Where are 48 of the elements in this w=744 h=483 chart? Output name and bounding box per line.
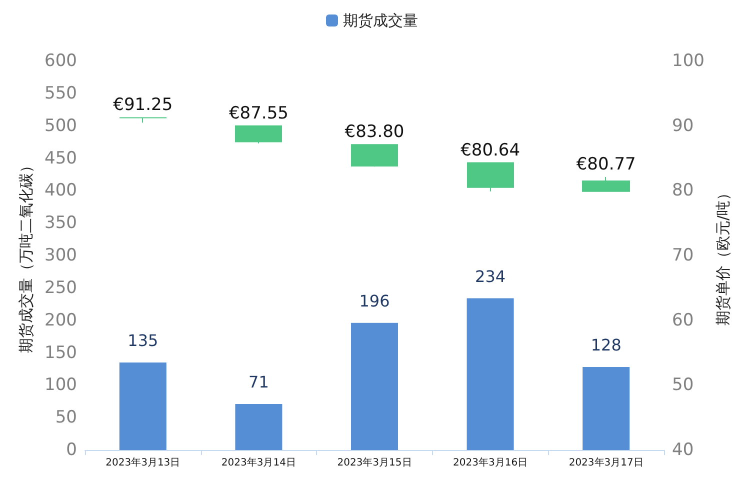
text: €83.80: [344, 122, 404, 142]
y-tick-label: 0: [66, 440, 77, 460]
candlestick: [351, 144, 398, 168]
y-tick-label: 200: [44, 310, 77, 330]
x-tick-label: 2023年3月16日: [453, 456, 528, 468]
y-tick-label: 450: [44, 148, 77, 168]
candlestick: [235, 125, 282, 144]
data-label: 135: [128, 330, 158, 350]
y-tick-label: 550: [44, 83, 77, 104]
y-tick-label: 100: [44, 375, 77, 396]
bar: [119, 362, 166, 450]
legend-label: 期货成交量: [343, 12, 418, 30]
candlestick: [467, 162, 514, 192]
candlestick: [582, 176, 630, 192]
data-label: 234: [475, 266, 506, 286]
bar: [466, 298, 514, 450]
data-label: 71: [248, 372, 269, 392]
text: €80.64: [460, 140, 520, 160]
bar: [351, 322, 398, 450]
candlestick: [119, 117, 167, 124]
y2-tick-label: 90: [672, 116, 694, 136]
x-tick-label: 2023年3月15日: [337, 456, 412, 468]
y2-tick-label: 40: [672, 440, 694, 460]
y2-tick-label: 50: [672, 375, 694, 396]
y-tick-label: 300: [44, 246, 77, 266]
x-tick-label: 2023年3月14日: [221, 456, 296, 468]
y-axis-title: 期货成交量（万吨二氧化碳）: [17, 158, 36, 353]
text: €87.55: [228, 103, 288, 124]
y-tick-label: 500: [44, 116, 77, 136]
y-tick-label: 150: [44, 342, 77, 363]
y2-tick-label: 70: [672, 246, 694, 266]
y-tick-label: 250: [44, 278, 77, 298]
y-tick-label: 600: [44, 51, 77, 71]
text: €91.25: [113, 95, 173, 116]
x-tick-label: 2023年3月17日: [568, 456, 644, 468]
y2-tick-label: 100: [672, 51, 704, 71]
data-label: 196: [359, 291, 390, 310]
x-tick-label: 2023年3月13日: [106, 456, 180, 468]
bar: [235, 404, 282, 450]
y2-axis-title: 期货单价（欧元/吨）: [714, 185, 732, 326]
y2-tick-label: 80: [672, 180, 694, 201]
y-tick-label: 400: [44, 180, 77, 201]
y-tick-label: 350: [44, 213, 77, 234]
data-label: 128: [590, 336, 622, 355]
y2-tick-label: 60: [672, 310, 694, 330]
text: €80.77: [576, 154, 636, 175]
y-tick-label: 50: [55, 408, 77, 428]
bar: [582, 367, 630, 450]
